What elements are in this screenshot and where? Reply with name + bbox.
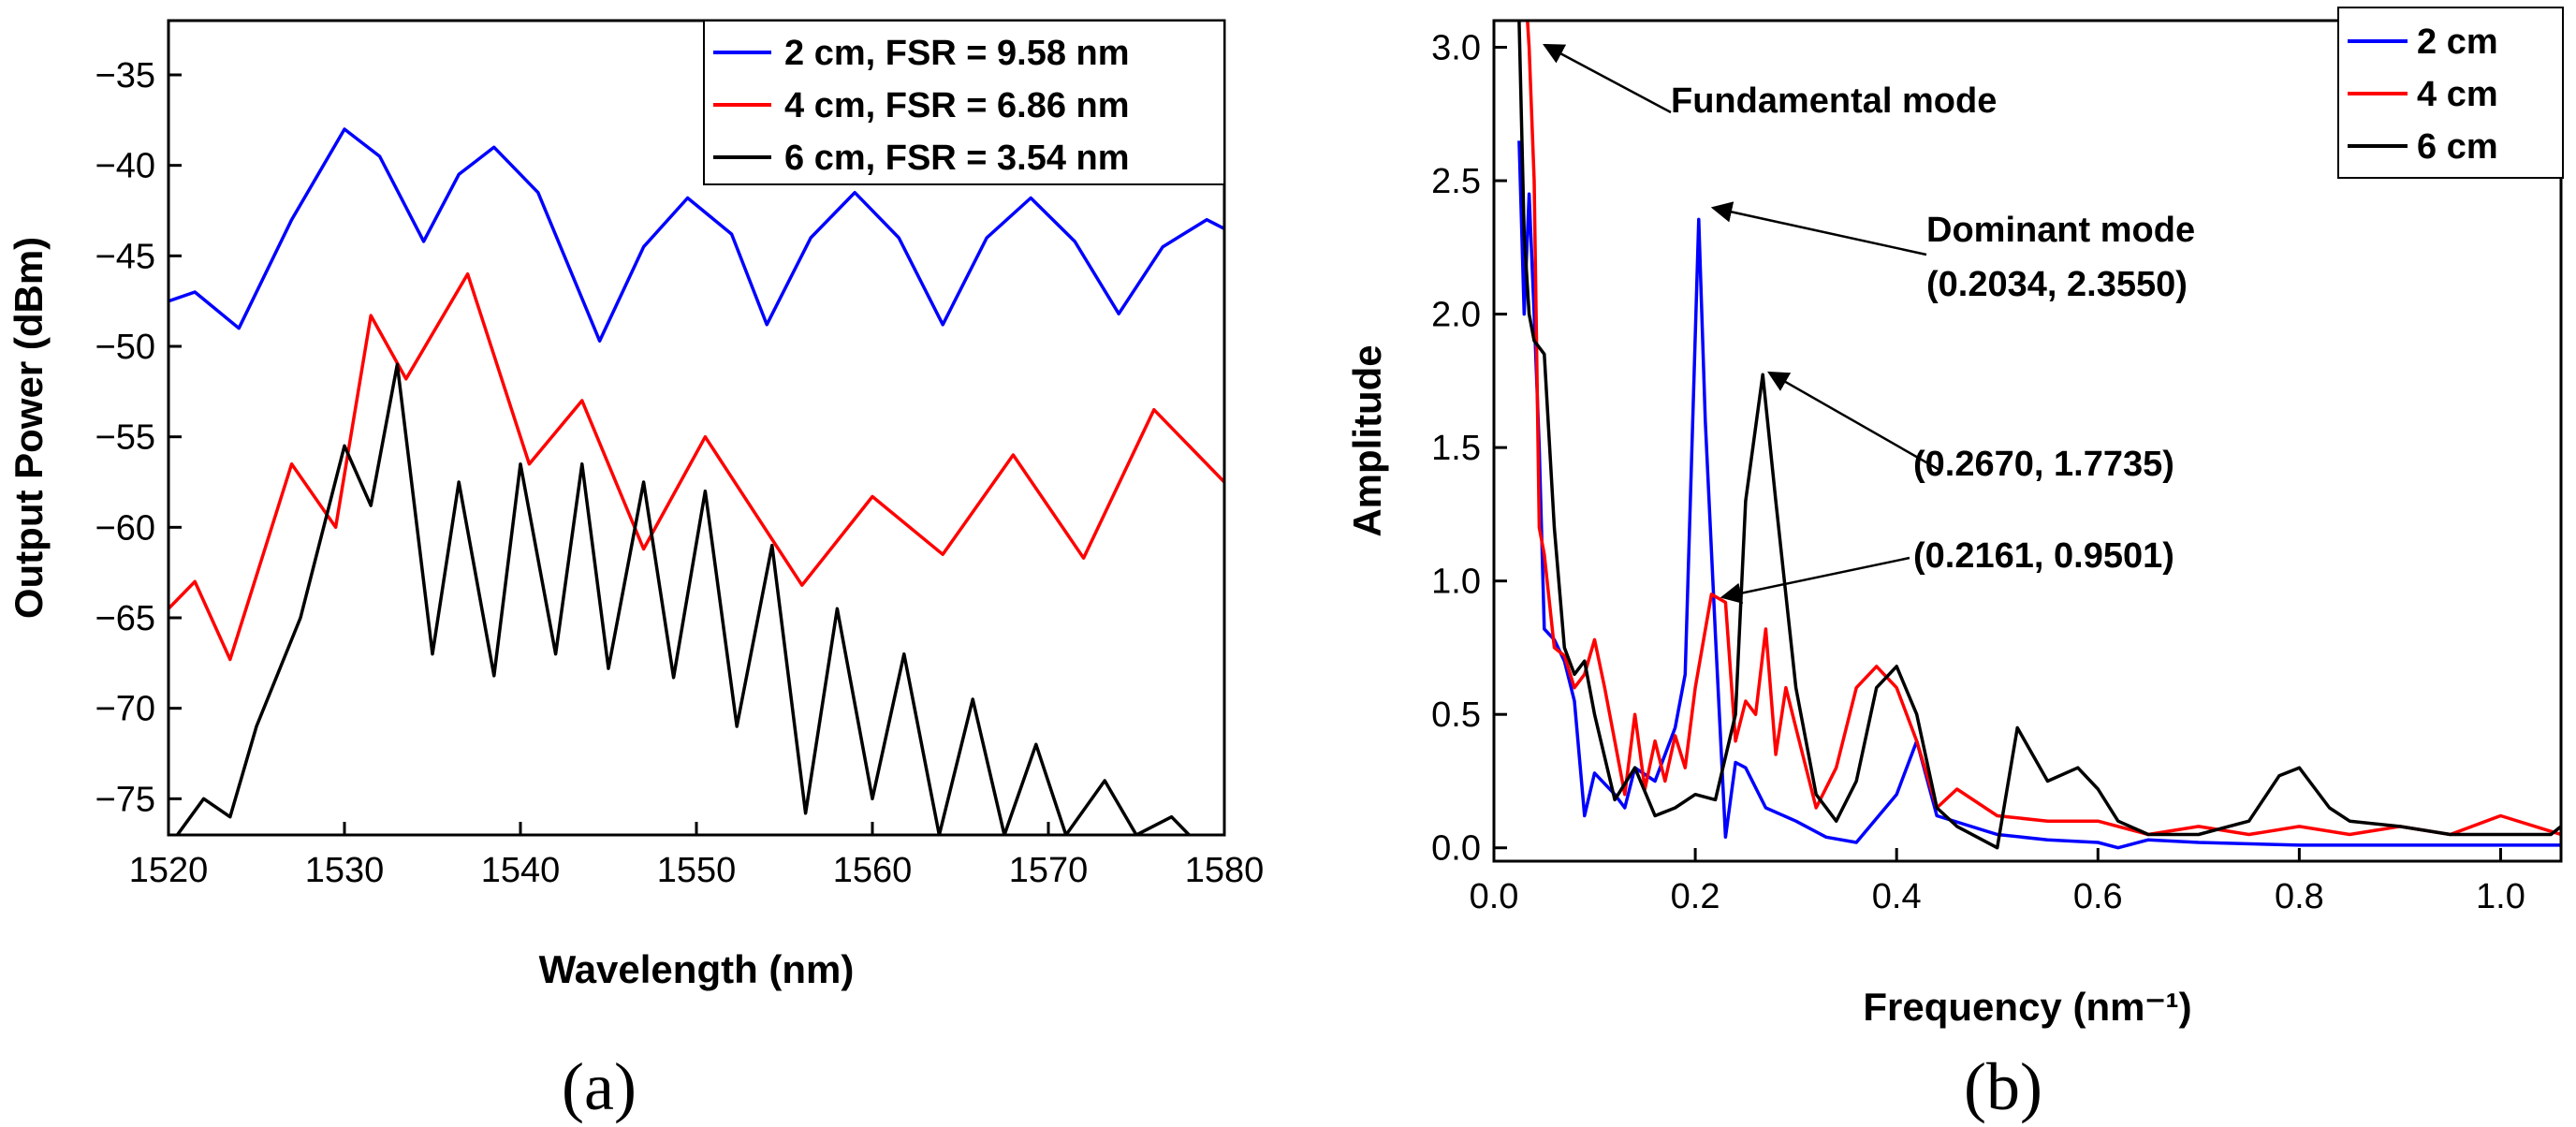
series-line-b-2 [1517,21,2561,850]
annotation-dominant-mode: Dominant mode [1926,211,2195,250]
y-tick-label: −45 [95,237,155,276]
caption-b: (b) [1964,1049,2042,1124]
x-tick-label: 0.2 [1671,877,1720,916]
y-axis-label-b: Amplitude [1345,344,1389,536]
x-tick-label: 1530 [305,851,385,890]
legend-entry-2: 6 cm, FSR = 3.54 nm [784,139,1130,178]
x-tick-label: 1.0 [2476,877,2525,916]
legend-entry-2: 6 cm [2417,127,2498,167]
legend-entry-0: 2 cm [2417,22,2498,62]
x-tick-label: 1560 [833,851,913,890]
y-tick-label: 3.0 [1431,29,1481,68]
legend-entry-0: 2 cm, FSR = 9.58 nm [784,34,1130,73]
y-tick-label: 1.5 [1431,429,1481,468]
y-tick-label: −35 [95,56,155,95]
annotation-peak-4cm: (0.2161, 0.9501) [1913,536,2174,576]
plot-frame-b [1492,19,2563,863]
x-tick-label: 1520 [129,851,209,890]
x-tick-label: 0.6 [2073,877,2123,916]
y-tick-label: −70 [95,690,155,729]
y-tick-label: −50 [95,328,155,367]
x-tick-label: 0.0 [1470,877,1519,916]
annotation-dominant-coords: (0.2034, 2.3550) [1926,265,2188,304]
annotation-arrow-fundamental [1543,43,1672,114]
annotation-arrow-peak-6cm [1767,371,1940,472]
y-tick-label: 2.5 [1431,162,1481,201]
annotation-arrow-peak-4cm [1720,556,1910,604]
y-tick-label: 0.0 [1431,829,1481,869]
y-tick-label: −40 [95,147,155,186]
series-line-a-2 [175,362,1191,835]
annotation-peak-6cm: (0.2670, 1.7735) [1913,445,2174,484]
panel-b: 0.0 0.2 0.4 0.6 0.8 1.00.00.51.01.52.02.53.0 … [1345,7,2564,1124]
y-tick-label: −60 [95,508,155,548]
annotation-arrow-dominant [1710,201,1927,256]
y-tick-label: 1.0 [1431,563,1481,602]
series-line-a-0 [168,127,1224,343]
y-tick-label: −75 [95,780,155,819]
annotation-fundamental-mode: Fundamental mode [1671,81,1997,121]
x-tick-label: 1540 [481,851,561,890]
annotations-b: Fundamental mode Dominant mode (0.2034, … [1543,43,2195,604]
x-tick-label: 1550 [657,851,737,890]
panel-a: 1520 1530 1540 1550 1560 1570 1580 −35 −40 −45 −50… [7,19,1265,1124]
legend-entry-1: 4 cm, FSR = 6.86 nm [784,86,1130,125]
x-tick-label: 1570 [1009,851,1089,890]
y-axis-label-a: Output Power (dBm) [7,237,51,619]
y-tick-label: 0.5 [1431,695,1481,735]
legend-entry-1: 4 cm [2417,75,2498,114]
caption-a: (a) [562,1049,637,1124]
y-tick-label: −65 [95,599,155,638]
x-axis-label-b: Frequency (nm⁻¹) [1863,985,2191,1029]
x-tick-label: 0.8 [2275,877,2324,916]
y-tick-label: 2.0 [1431,296,1481,335]
legend-a [703,20,1225,185]
series-line-a-1 [168,271,1224,662]
x-tick-label: 0.4 [1872,877,1922,916]
x-axis-label-a: Wavelength (nm) [539,947,855,991]
y-tick-label: −55 [95,418,155,458]
x-tick-label: 1580 [1185,851,1265,890]
